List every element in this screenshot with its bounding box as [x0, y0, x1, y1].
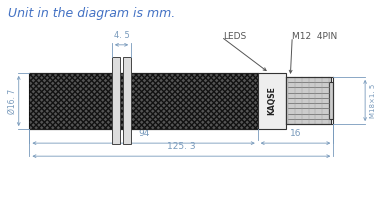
- Text: KAQSE: KAQSE: [268, 87, 276, 115]
- Bar: [30, 73, 258, 129]
- Text: 125. 3: 125. 3: [167, 142, 196, 151]
- Text: Ø16. 7: Ø16. 7: [8, 88, 17, 114]
- Bar: [30, 73, 258, 129]
- Text: 16: 16: [290, 129, 301, 138]
- Bar: [329, 82, 333, 119]
- Text: M18×1. 5: M18×1. 5: [370, 83, 376, 118]
- Bar: [30, 73, 258, 129]
- Text: LEDS: LEDS: [223, 32, 246, 41]
- Text: 94: 94: [138, 129, 149, 138]
- Bar: [286, 77, 331, 124]
- Bar: [112, 57, 121, 144]
- Text: Unit in the diagram is mm.: Unit in the diagram is mm.: [8, 7, 176, 20]
- Bar: [123, 57, 131, 144]
- Text: M12  4PIN: M12 4PIN: [292, 32, 338, 41]
- Bar: [258, 73, 286, 129]
- Text: 4. 5: 4. 5: [114, 31, 129, 40]
